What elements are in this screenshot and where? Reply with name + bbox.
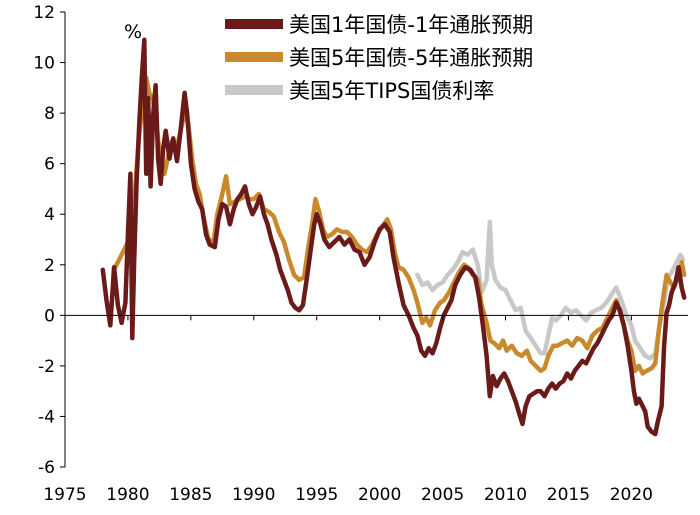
series-line-2 [113,75,687,376]
x-tick-label: 2010 [484,485,527,505]
legend-swatch-3 [225,85,283,95]
x-tick-label: 1980 [106,485,149,505]
ticks-layer: 12 10 8 6 4 2 0 -2 -4 -6 1975 1980 1985 1990 1995 2000 2… [33,3,653,505]
legend-swatch-2 [225,52,283,62]
y-tick-label: 2 [44,256,55,276]
y-tick-label: -6 [38,458,55,478]
legend-label-1: 美国1年国债-1年通胀预期 [289,13,533,37]
y-tick-label: -2 [38,357,55,377]
series-line-1 [100,37,687,437]
x-tick-label: 2015 [547,485,590,505]
y-tick-label: 8 [44,104,55,124]
series-line-3 [415,219,686,361]
x-tick-label: 1995 [295,485,338,505]
series-layer [100,37,687,437]
x-tick-label: 2000 [358,485,401,505]
y-tick-label: -4 [38,407,55,427]
x-tick-label: 1985 [169,485,212,505]
x-tick-label: 1975 [43,485,86,505]
axes-layer [64,12,688,467]
y-tick-label: 4 [44,205,55,225]
y-tick-label: 0 [44,306,55,326]
x-tick-label: 2020 [610,485,653,505]
x-tick-label: 2005 [421,485,464,505]
legend-label-3: 美国5年TIPS国债利率 [289,79,494,103]
y-tick-label: 6 [44,155,55,175]
y-tick-label: 12 [33,3,55,23]
y-tick-label: 10 [33,54,55,74]
legend-label-2: 美国5年国债-5年通胀预期 [289,46,533,70]
x-tick-label: 1990 [232,485,275,505]
legend-swatch-1 [225,19,283,29]
unit-label: % [124,21,142,43]
